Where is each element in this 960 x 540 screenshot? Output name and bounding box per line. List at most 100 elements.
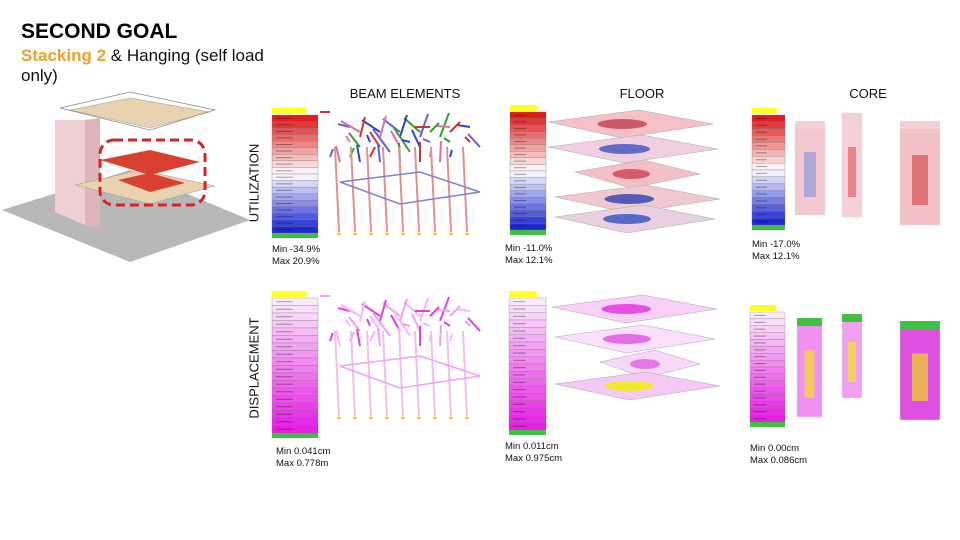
beam bbox=[345, 319, 351, 327]
beam bbox=[456, 308, 471, 312]
beam bbox=[337, 307, 351, 312]
beam bbox=[379, 299, 387, 322]
hanger bbox=[462, 146, 468, 233]
core-top bbox=[795, 121, 825, 129]
column-header: FLOOR bbox=[619, 86, 665, 101]
hanger bbox=[398, 330, 404, 417]
beam bbox=[439, 112, 450, 138]
subtitle-text: & Hanging (self load only) bbox=[21, 46, 264, 85]
core-top bbox=[842, 113, 862, 121]
node bbox=[369, 232, 373, 236]
beam bbox=[366, 318, 371, 327]
beam bbox=[369, 146, 376, 158]
hanger bbox=[366, 330, 372, 417]
beam bbox=[439, 296, 450, 322]
stress-spot bbox=[603, 334, 651, 344]
beam bbox=[429, 306, 440, 317]
core-shade bbox=[912, 155, 928, 205]
stress-spot bbox=[597, 119, 647, 129]
beam bbox=[419, 113, 429, 138]
hanger bbox=[446, 330, 452, 417]
hanger bbox=[430, 146, 436, 233]
subtitle: Stacking 2 & Hanging (self load only) bbox=[21, 46, 271, 86]
hanger bbox=[398, 146, 404, 233]
legend-head bbox=[750, 305, 777, 311]
min-label: Min 0.00cm bbox=[750, 443, 800, 454]
min-label: Min -34.9% bbox=[272, 244, 321, 255]
beam bbox=[337, 123, 351, 128]
beam bbox=[372, 312, 391, 337]
beam bbox=[379, 115, 387, 138]
beam bbox=[382, 302, 401, 317]
core-top bbox=[842, 314, 862, 322]
beam bbox=[329, 148, 334, 158]
max-label: Max 0.975cm bbox=[505, 453, 563, 464]
beam bbox=[422, 138, 431, 143]
beam bbox=[439, 140, 442, 163]
legend-foot bbox=[272, 433, 318, 438]
beam bbox=[335, 145, 341, 163]
beam bbox=[356, 144, 361, 163]
beam bbox=[449, 333, 453, 342]
hanger bbox=[446, 146, 452, 233]
legend-foot bbox=[272, 233, 318, 238]
beam bbox=[449, 149, 453, 158]
node bbox=[433, 416, 437, 420]
core-top bbox=[797, 318, 822, 326]
core-top bbox=[900, 321, 940, 329]
beam bbox=[435, 125, 451, 128]
legend-head bbox=[272, 108, 307, 114]
beam bbox=[377, 143, 381, 163]
beam bbox=[467, 133, 481, 148]
core-shade bbox=[804, 152, 816, 197]
beam bbox=[464, 136, 471, 143]
beam bbox=[435, 309, 451, 312]
node bbox=[401, 416, 405, 420]
node bbox=[337, 416, 341, 420]
hanger bbox=[414, 146, 420, 233]
min-label: Min 0.041cm bbox=[276, 446, 331, 457]
stress-spot bbox=[603, 214, 651, 224]
beam bbox=[439, 324, 442, 347]
beam bbox=[359, 300, 366, 322]
beam bbox=[335, 329, 341, 347]
node bbox=[449, 232, 453, 236]
column-header: BEAM ELEMENTS bbox=[349, 86, 461, 101]
beam bbox=[345, 135, 351, 143]
max-label: Max 12.1% bbox=[752, 251, 800, 262]
building-render bbox=[2, 91, 250, 262]
hanger bbox=[350, 330, 356, 417]
hanger bbox=[334, 146, 340, 233]
beam bbox=[411, 313, 421, 332]
beam bbox=[429, 122, 440, 133]
hanger bbox=[382, 330, 388, 417]
beam bbox=[403, 117, 421, 133]
beam bbox=[449, 305, 461, 317]
min-label: Min -11.0% bbox=[505, 243, 553, 254]
beam bbox=[382, 118, 401, 133]
core-shade bbox=[804, 350, 815, 398]
beam bbox=[399, 298, 408, 322]
legend-foot bbox=[509, 430, 546, 435]
core-top bbox=[900, 121, 940, 129]
node bbox=[353, 232, 357, 236]
core-shade bbox=[848, 342, 856, 382]
stress-spot bbox=[630, 359, 660, 369]
beam bbox=[356, 328, 361, 347]
row-label: DISPLACEMENT bbox=[246, 317, 262, 419]
row-label: UTILIZATION bbox=[246, 143, 262, 223]
beam bbox=[361, 119, 381, 133]
beam bbox=[372, 128, 391, 153]
max-label: Max 12.1% bbox=[505, 255, 553, 266]
max-label: Max 0.778m bbox=[276, 458, 329, 469]
subtitle-highlight: Stacking 2 bbox=[21, 46, 107, 65]
node bbox=[337, 232, 341, 236]
beam bbox=[411, 129, 421, 148]
title: SECOND GOAL bbox=[21, 20, 178, 43]
column-header: CORE bbox=[849, 86, 887, 101]
beam bbox=[419, 297, 429, 322]
core-shade bbox=[912, 353, 928, 401]
node bbox=[465, 416, 469, 420]
beam bbox=[340, 304, 361, 317]
